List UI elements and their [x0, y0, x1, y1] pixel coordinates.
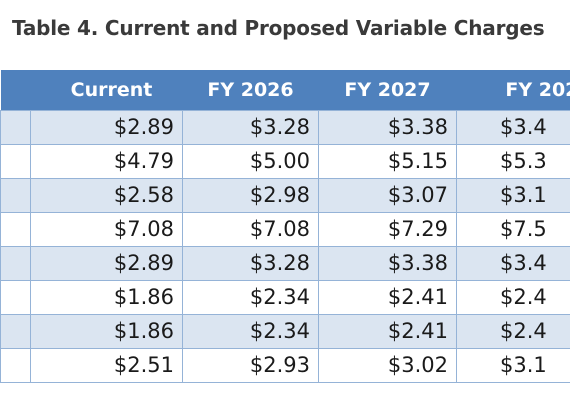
- table-cell: $2.89: [30, 109, 183, 145]
- row-label-cell: [0, 245, 31, 281]
- table-row: $7.08 $7.08 $7.29 $7.5: [0, 211, 570, 247]
- table-row: $2.51 $2.93 $3.02 $3.1: [0, 347, 570, 383]
- table-cell: $2.4: [456, 279, 570, 315]
- column-header-fy2027: FY 2027: [344, 78, 431, 101]
- table-row: $1.86 $2.34 $2.41 $2.4: [0, 313, 570, 349]
- table-cell: $3.28: [182, 109, 319, 145]
- table-cell: $3.38: [318, 245, 457, 281]
- table-cell: $5.15: [318, 143, 457, 179]
- table-row: $2.89 $3.28 $3.38 $3.4: [0, 245, 570, 281]
- table-cell: $2.34: [182, 313, 319, 349]
- table-row: $2.58 $2.98 $3.07 $3.1: [0, 177, 570, 213]
- row-label-cell: [0, 211, 31, 247]
- row-label-cell: [0, 347, 31, 383]
- table-title: Table 4. Current and Proposed Variable C…: [12, 16, 545, 40]
- table-cell: $2.51: [30, 347, 183, 383]
- table-cell: $7.08: [182, 211, 319, 247]
- row-label-header: [1, 70, 31, 110]
- table-row: $1.86 $2.34 $2.41 $2.4: [0, 279, 570, 315]
- column-header-current: Current: [70, 78, 153, 101]
- table-cell: $7.29: [318, 211, 457, 247]
- column-header-fy2026: FY 2026: [207, 78, 294, 101]
- table-cell: $3.28: [182, 245, 319, 281]
- table-cell: $2.89: [30, 245, 183, 281]
- table-cell: $5.3: [456, 143, 570, 179]
- table-cell: $3.1: [456, 177, 570, 213]
- table-cell: $2.58: [30, 177, 183, 213]
- table-cell: $3.4: [456, 109, 570, 145]
- table-cell: $2.41: [318, 313, 457, 349]
- table-row: $4.79 $5.00 $5.15 $5.3: [0, 143, 570, 179]
- table-row: $2.89 $3.28 $3.38 $3.4: [0, 109, 570, 145]
- row-label-cell: [0, 143, 31, 179]
- table-cell: $3.07: [318, 177, 457, 213]
- table-cell: $2.93: [182, 347, 319, 383]
- variable-charges-table: Current FY 2026 FY 2027 FY 2028 $2.89$3.…: [0, 70, 570, 383]
- table-cell: $1.86: [30, 313, 183, 349]
- table-cell: $4.79: [30, 143, 183, 179]
- charges-table-container: Current FY 2026 FY 2027 FY 2028 $2.89$3.…: [0, 70, 570, 410]
- table-cell: $3.02: [318, 347, 457, 383]
- table-cell: $5.00: [182, 143, 319, 179]
- table-cell: $7.5: [456, 211, 570, 247]
- table-cell: $1.86: [30, 279, 183, 315]
- row-label-cell: [0, 279, 31, 315]
- table-cell: $2.98: [182, 177, 319, 213]
- table-cell: $2.4: [456, 313, 570, 349]
- table-header-row: Current FY 2026 FY 2027 FY 2028: [0, 70, 570, 110]
- table-cell: $2.34: [182, 279, 319, 315]
- table-body: $2.89 $3.28 $3.38 $3.4 $4.79 $5.00 $5.15 $5.3 $2…: [0, 109, 570, 383]
- table-cell: $2.41: [318, 279, 457, 315]
- row-label-cell: [0, 109, 31, 145]
- table-cell: $3.38: [318, 109, 457, 145]
- row-label-cell: [0, 313, 31, 349]
- table-cell: $3.4: [456, 245, 570, 281]
- table-cell: $3.1: [456, 347, 570, 383]
- row-label-cell: [0, 177, 31, 213]
- column-header-fy2028: FY 2028: [505, 78, 570, 101]
- table-cell: $7.08: [30, 211, 183, 247]
